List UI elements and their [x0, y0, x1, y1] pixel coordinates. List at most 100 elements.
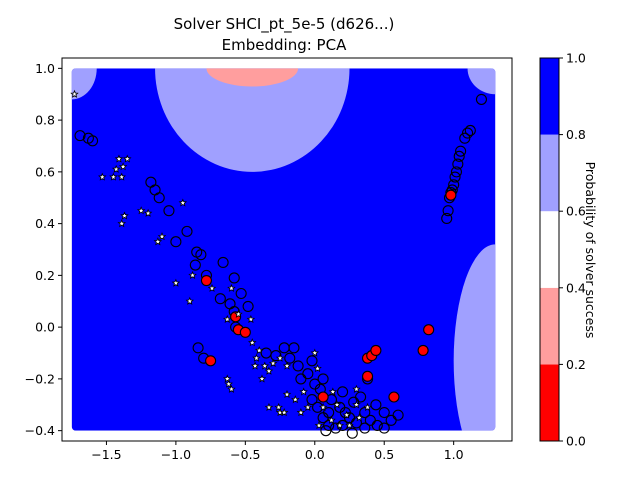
axes-frame — [61, 57, 513, 442]
scatter-star — [227, 384, 236, 393]
colorbar-band — [540, 134, 559, 212]
scatter-star — [279, 408, 289, 417]
scatter-star — [352, 384, 361, 393]
scatter-point — [464, 124, 476, 137]
scatter-star — [188, 270, 197, 279]
scatter-point — [453, 150, 465, 162]
scatter-star — [223, 314, 232, 323]
y-tick-label: 0.2 — [35, 268, 55, 283]
scatter-star — [117, 172, 126, 181]
scatter-star — [246, 314, 256, 323]
scatter-star — [318, 402, 328, 411]
x-tick-label: 0.0 — [305, 447, 325, 462]
colorbar-tick-label: 0.4 — [566, 280, 586, 295]
scatter-point — [284, 352, 296, 364]
probability-field — [71, 68, 496, 431]
scatter-star — [332, 400, 342, 409]
scatter-point — [350, 417, 362, 429]
scatter-point — [392, 409, 404, 421]
scatter-star — [342, 410, 351, 419]
series-circle-red — [200, 189, 457, 403]
scatter-point-red — [239, 326, 251, 338]
scatter-point — [378, 422, 390, 434]
scatter-point-red — [205, 355, 217, 367]
scatter-star — [275, 353, 285, 362]
scatter-point-red — [362, 370, 374, 382]
colorbar-band — [540, 249, 559, 288]
scatter-star — [250, 361, 260, 370]
scatter-star — [117, 219, 126, 228]
y-tick-label: 0.6 — [35, 164, 55, 179]
scatter-point — [170, 236, 182, 248]
colorbar-band — [540, 211, 559, 250]
scatter-star — [352, 400, 361, 409]
scatter-point-red — [317, 391, 329, 403]
scatter-point — [323, 406, 335, 419]
x-tick-label: 0.5 — [374, 447, 394, 462]
scatter-star — [299, 387, 308, 396]
scatter-star — [234, 309, 243, 318]
scatter-star — [328, 387, 338, 396]
plot-area — [70, 68, 496, 439]
series-star-small — [70, 89, 372, 430]
scatter-point — [295, 373, 307, 385]
scatter-star — [153, 237, 163, 246]
scatter-star — [143, 208, 153, 217]
series-circle-open — [74, 93, 487, 439]
scatter-point — [214, 293, 226, 305]
scatter-point — [452, 158, 464, 170]
colorbar: 0.0 0.2 0.4 0.6 0.8 1.0 Probability of solver … — [539, 51, 598, 449]
colorbar-band — [540, 287, 559, 365]
scatter-point — [441, 212, 453, 224]
scatter-star — [257, 374, 267, 383]
scatter-point — [235, 287, 247, 300]
scatter-point — [371, 419, 383, 432]
scatter-star — [354, 413, 364, 422]
scatter-star — [224, 379, 233, 388]
scatter-star — [136, 206, 146, 215]
scatter-point — [74, 130, 86, 142]
scatter-point-red — [388, 391, 400, 403]
y-tick-label: −0.2 — [25, 371, 55, 386]
scatter-point — [163, 205, 175, 217]
scatter-point — [217, 256, 229, 268]
colorbar-tick-label: 0.6 — [566, 204, 586, 219]
scatter-star — [178, 198, 188, 207]
scatter-star — [264, 402, 274, 411]
scatter-point — [317, 373, 329, 385]
scatter-point — [320, 425, 332, 437]
scatter-point — [242, 300, 254, 312]
scatter-star — [345, 420, 354, 430]
scatter-point-red — [445, 189, 457, 201]
scatter-star — [223, 374, 232, 383]
scatter-star — [282, 389, 292, 399]
scatter-star — [252, 353, 261, 362]
scatter-star — [171, 278, 181, 287]
scatter-star — [335, 420, 345, 430]
scatter-point-red — [417, 344, 429, 356]
scatter-point — [459, 132, 471, 144]
scatter-point — [359, 406, 371, 419]
colorbar-tick-label: 0.0 — [566, 434, 586, 449]
field-region — [71, 68, 97, 100]
colorbar-tick-label: 0.8 — [566, 127, 586, 142]
scatter-point — [449, 171, 461, 183]
field-region — [155, 68, 350, 172]
y-tick-label: 1.0 — [35, 61, 55, 76]
scatter-point-red — [423, 324, 435, 336]
scatter-star — [327, 415, 336, 424]
scatter-point — [448, 179, 460, 191]
scatter-point — [292, 360, 304, 372]
scatter-star — [310, 348, 320, 357]
y-tick-label: −0.4 — [25, 423, 55, 438]
scatter-star — [264, 366, 274, 375]
scatter-point-red — [370, 344, 382, 356]
scatter-point — [153, 192, 165, 204]
chart-title: Solver SHCI_pt_5e-5 (d626...) — [174, 15, 395, 34]
scatter-star — [314, 421, 324, 430]
scatter-star — [254, 345, 264, 355]
scatter-star — [313, 364, 322, 373]
colorbar-frame — [539, 57, 560, 442]
scatter-star — [70, 89, 79, 98]
scatter-star — [248, 338, 257, 347]
